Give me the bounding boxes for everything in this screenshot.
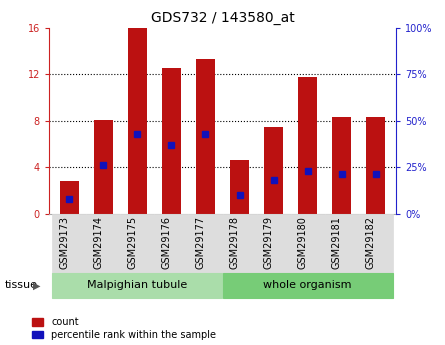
Text: ▶: ▶: [33, 280, 41, 290]
Text: GSM29178: GSM29178: [230, 216, 239, 269]
Text: tissue: tissue: [4, 280, 37, 290]
Text: GSM29177: GSM29177: [195, 216, 206, 269]
Text: whole organism: whole organism: [263, 280, 352, 290]
Bar: [332, 117, 351, 214]
Text: GSM29180: GSM29180: [298, 216, 307, 269]
Text: GSM29182: GSM29182: [366, 216, 376, 269]
Title: GDS732 / 143580_at: GDS732 / 143580_at: [150, 11, 295, 25]
Text: GSM29175: GSM29175: [127, 216, 138, 269]
Bar: [298, 77, 317, 214]
Bar: [366, 117, 385, 214]
Text: Malpighian tubule: Malpighian tubule: [87, 280, 187, 290]
Bar: [230, 160, 249, 214]
Text: GSM29174: GSM29174: [93, 216, 103, 269]
Bar: [264, 127, 283, 214]
Bar: [60, 181, 79, 214]
Text: GSM29176: GSM29176: [162, 216, 171, 269]
Bar: [128, 28, 147, 214]
Bar: [94, 120, 113, 214]
Bar: [196, 59, 215, 214]
Text: GSM29179: GSM29179: [263, 216, 274, 269]
Text: GSM29173: GSM29173: [59, 216, 69, 269]
Text: GSM29181: GSM29181: [332, 216, 342, 269]
Bar: [162, 68, 181, 214]
Legend: count, percentile rank within the sample: count, percentile rank within the sample: [32, 317, 216, 340]
